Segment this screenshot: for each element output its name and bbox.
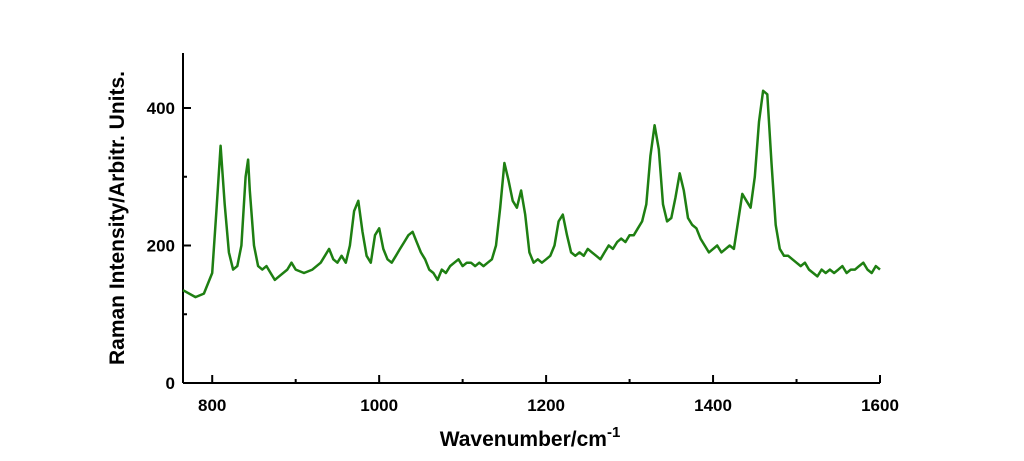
x-axis-label: Wavenumber/cm-1	[440, 424, 621, 451]
y-axis-label: Raman Intensity/Arbitr. Units.	[106, 71, 129, 365]
x-tick-label: 800	[198, 396, 226, 415]
x-tick-label: 1400	[694, 396, 732, 415]
y-tick-label: 400	[147, 99, 175, 118]
x-tick-label: 1200	[527, 396, 565, 415]
x-tick-label: 1000	[360, 396, 398, 415]
spectrum-line	[182, 89, 881, 299]
y-tick-label: 0	[166, 374, 175, 393]
x-tick-label: 1600	[861, 396, 899, 415]
y-tick-label: 200	[147, 237, 175, 256]
